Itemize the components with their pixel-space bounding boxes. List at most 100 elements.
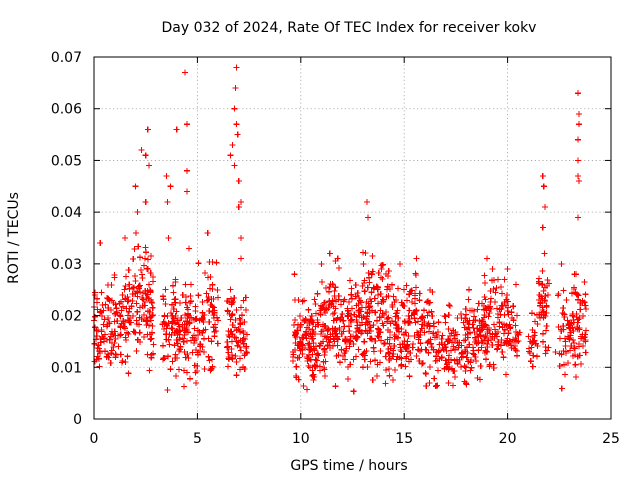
data-point [235,178,242,185]
data-point [329,325,336,332]
data-point [394,353,401,360]
data-point [332,305,339,312]
data-point [406,291,413,298]
data-point [182,311,189,318]
data-point [403,344,410,351]
data-point [145,295,152,302]
data-point [165,235,172,241]
data-point [306,330,313,337]
data-point [576,314,583,321]
data-point [482,296,489,303]
data-point [225,349,232,356]
data-point [413,307,420,314]
data-point [529,363,536,370]
data-point [539,267,546,274]
data-point [411,300,418,307]
x-tick-label: 10 [292,431,310,447]
data-point [544,347,551,354]
data-point [436,355,443,362]
data-point [211,328,218,335]
data-point [413,329,420,336]
data-point [320,365,327,372]
data-point [464,349,471,356]
data-point [398,361,405,368]
data-point [237,317,244,324]
data-point [400,303,407,310]
data-point [239,336,246,343]
data-point [214,286,221,293]
data-point [581,299,588,306]
data-point [300,316,307,323]
data-point [296,354,303,361]
data-point [575,178,582,185]
data-point [499,290,506,297]
data-point [241,319,248,326]
data-point [561,361,568,368]
data-point [314,317,321,324]
data-point [368,289,375,296]
data-point [449,365,456,372]
data-point [386,356,393,363]
data-point [435,329,442,336]
data-point [435,319,442,326]
data-point [368,335,375,342]
data-point [148,253,155,260]
data-point [529,310,536,317]
data-point [345,298,352,305]
data-point [454,360,461,367]
data-point [384,283,391,290]
data-point [487,295,494,302]
data-point [384,286,391,293]
data-point [177,346,184,353]
data-point [566,335,573,342]
data-point [382,380,389,387]
data-point [527,358,534,365]
data-point [374,286,381,293]
data-point [335,352,342,359]
data-point [173,126,180,133]
data-point [359,364,366,371]
data-point [543,323,550,330]
data-point [146,308,153,315]
data-point [385,327,392,334]
data-point [445,366,452,373]
data-point [452,374,459,381]
data-point [574,157,581,164]
data-point [136,314,143,321]
data-point [192,379,199,386]
data-point [231,162,238,169]
data-point [227,295,234,302]
data-point [352,293,359,300]
data-point [205,353,212,360]
data-point [242,294,249,301]
data-point [369,268,376,275]
data-point [402,355,409,362]
data-point [393,333,400,340]
data-point [575,110,582,117]
data-point [355,346,362,353]
data-point [529,338,536,345]
data-point [537,302,544,309]
data-point [495,339,502,346]
data-point [411,315,418,322]
data-point [472,354,479,361]
data-point [540,308,547,315]
data-point [466,286,473,293]
data-point [353,353,360,360]
data-point [110,299,117,306]
data-point [346,343,353,350]
data-point [390,293,397,300]
data-point [560,311,567,318]
data-point [385,268,392,275]
data-point [164,198,171,205]
data-point [369,336,376,343]
data-point [378,298,385,305]
data-point [542,293,549,300]
data-point [295,342,302,349]
data-point [573,374,580,381]
data-point [129,313,136,320]
data-point [122,283,129,290]
data-point [334,255,341,262]
data-point [310,335,317,342]
data-point [309,367,316,374]
